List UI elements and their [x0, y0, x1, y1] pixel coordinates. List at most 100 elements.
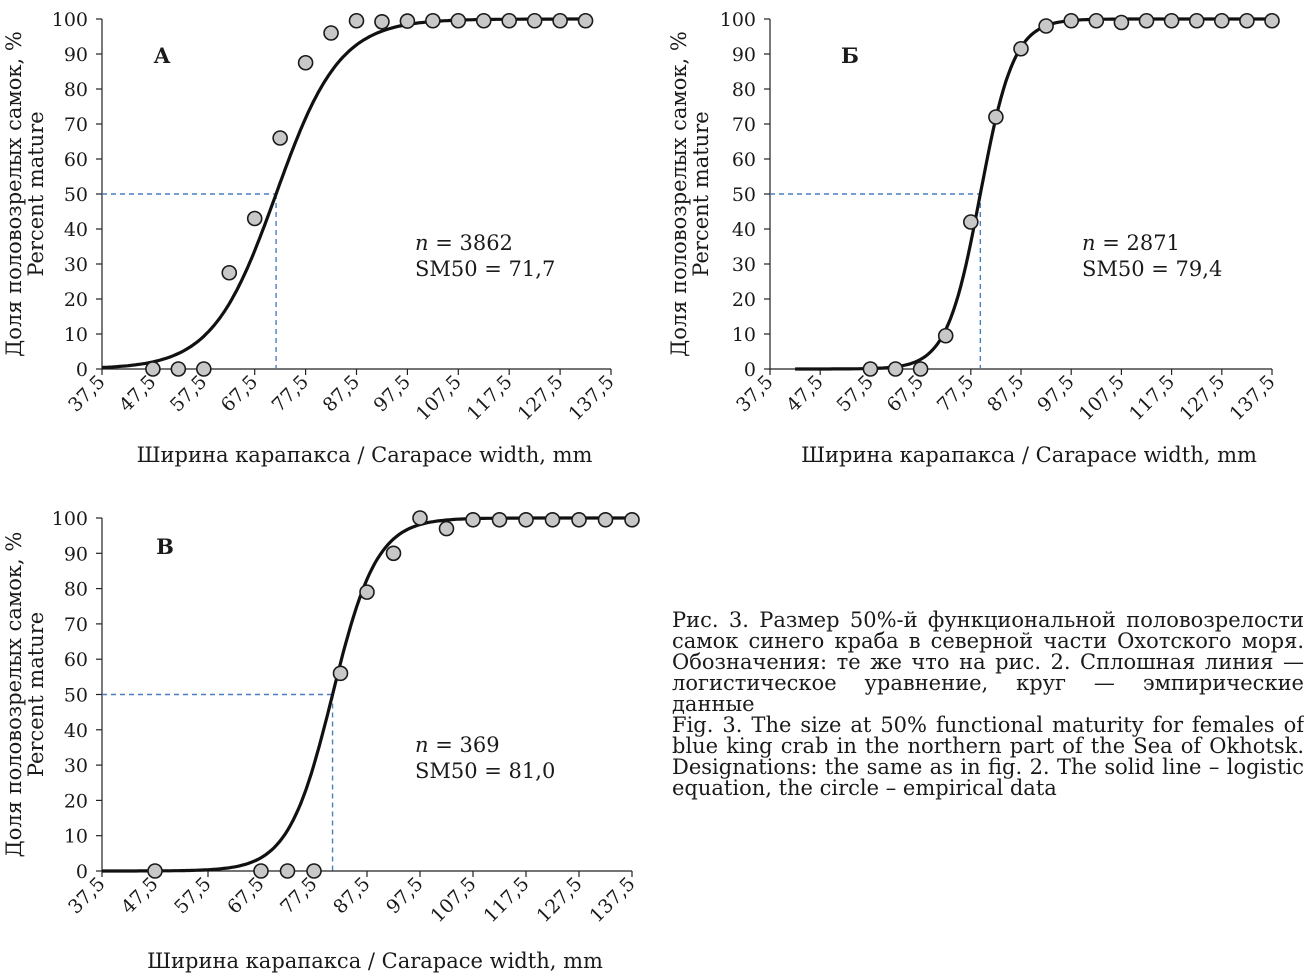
- panel-label: В: [156, 534, 174, 559]
- sm50-label: SM50 = 79,4: [1082, 257, 1222, 281]
- y-axis-label-en: Percent mature: [24, 111, 48, 276]
- sample-size-label: n = 3862: [415, 231, 513, 255]
- panel-label: Б: [841, 43, 859, 68]
- caption-ru: Рис. 3. Размер 50%-й функциональной поло…: [672, 608, 1304, 716]
- x-axis-label: Ширина карапакса / Carapace width, mm: [801, 443, 1257, 467]
- y-axis-label-ru: Доля половозрелых самок, %: [2, 31, 26, 357]
- x-tick-label: 87,5: [319, 371, 364, 416]
- y-tick-label: 30: [64, 254, 88, 276]
- data-point: [253, 863, 269, 879]
- data-point: [526, 12, 543, 29]
- data-point: [1038, 18, 1054, 34]
- data-point: [1214, 12, 1230, 29]
- panel-label: А: [153, 43, 170, 68]
- data-point: [962, 214, 979, 230]
- y-tick-label: 100: [52, 9, 88, 31]
- y-tick-label: 50: [64, 184, 88, 206]
- chart-panel-1: 0 10 20 30 40 50 60 70 80 90 100 37,5 47,5 57,5 67,5 77…: [2, 9, 619, 467]
- y-axis-label-ru: Доля половозрелых самок, %: [667, 31, 691, 357]
- y-tick-label: 80: [64, 79, 88, 101]
- data-point: [450, 12, 467, 29]
- data-point: [988, 109, 1004, 125]
- data-point: [374, 13, 390, 30]
- data-point: [937, 327, 954, 344]
- data-point: [1063, 12, 1079, 29]
- data-point: [385, 545, 402, 562]
- data-point: [399, 13, 416, 29]
- y-tick-label: 70: [64, 614, 88, 636]
- x-tick-label: 137,5: [565, 371, 619, 425]
- x-tick-label: 67,5: [883, 371, 928, 416]
- caption-en: Fig. 3. The size at 50% functional matur…: [672, 713, 1304, 800]
- x-tick-label: 77,5: [268, 371, 313, 416]
- y-tick-label: 80: [732, 79, 756, 101]
- x-tick-label: 77,5: [276, 873, 321, 918]
- data-point: [221, 264, 238, 281]
- data-point: [571, 511, 587, 528]
- x-tick-label: 47,5: [782, 371, 827, 416]
- sample-size-label: n = 369: [415, 733, 500, 757]
- x-tick-label: 37,5: [64, 371, 109, 416]
- data-point: [1163, 12, 1180, 29]
- sm50-label: SM50 = 71,7: [415, 257, 555, 281]
- logistic-curve: [102, 516, 632, 873]
- y-tick-label: 20: [64, 790, 88, 812]
- x-tick-label: 37,5: [732, 371, 777, 416]
- y-tick-label: 70: [64, 114, 88, 136]
- data-point: [145, 361, 161, 377]
- y-tick-label: 10: [64, 324, 88, 346]
- x-tick-label: 137,5: [586, 873, 640, 927]
- data-point: [518, 511, 534, 528]
- x-tick-label: 47,5: [117, 873, 162, 918]
- chart-panel-2: 0 10 20 30 40 50 60 70 80 90 100 37,5 47,5 57,5 67,5 77…: [667, 9, 1280, 467]
- data-point: [1013, 40, 1029, 57]
- x-tick-label: 47,5: [115, 371, 160, 416]
- data-point: [348, 12, 365, 29]
- x-tick-label: 117,5: [463, 371, 517, 425]
- data-point: [501, 12, 518, 29]
- data-point: [887, 361, 904, 377]
- y-tick-label: 90: [64, 44, 88, 66]
- data-point: [1188, 12, 1205, 29]
- y-tick-label: 90: [64, 543, 88, 565]
- data-point: [425, 12, 441, 29]
- x-tick-label: 97,5: [369, 371, 414, 416]
- data-point: [465, 511, 481, 528]
- y-tick-label: 50: [64, 685, 88, 707]
- y-tick-label: 60: [64, 149, 88, 171]
- y-tick-label: 80: [64, 579, 88, 601]
- y-axis-label-ru: Доля половозрелых самок, %: [2, 532, 26, 858]
- x-tick-label: 67,5: [217, 371, 262, 416]
- x-tick-label: 107,5: [427, 873, 481, 927]
- x-tick-label: 127,5: [514, 371, 568, 425]
- x-tick-label: 57,5: [832, 371, 877, 416]
- x-tick-label: 87,5: [329, 873, 374, 918]
- y-tick-label: 20: [732, 289, 756, 311]
- x-axis-label: Ширина карапакса / Carapace width, mm: [137, 443, 593, 467]
- data-point: [297, 54, 314, 71]
- y-axis-label-en: Percent mature: [24, 612, 48, 777]
- x-tick-label: 97,5: [1033, 371, 1078, 416]
- y-tick-label: 30: [64, 755, 88, 777]
- data-point: [544, 511, 561, 528]
- data-point: [332, 665, 349, 682]
- x-tick-label: 87,5: [983, 371, 1028, 416]
- data-point: [1088, 12, 1105, 29]
- sm50-label: SM50 = 81,0: [415, 759, 555, 783]
- figure-caption: Рис. 3. Размер 50%-й функциональной поло…: [672, 610, 1304, 799]
- y-tick-label: 10: [64, 826, 88, 848]
- x-tick-label: 107,5: [412, 371, 466, 425]
- x-tick-label: 127,5: [533, 873, 587, 927]
- y-tick-label: 50: [732, 184, 756, 206]
- data-point: [1264, 12, 1280, 29]
- data-point: [279, 863, 296, 879]
- x-tick-label: 117,5: [1125, 371, 1179, 425]
- data-point: [323, 25, 339, 41]
- x-tick-label: 67,5: [223, 873, 268, 918]
- x-axis-label: Ширина карапакса / Carapace width, mm: [147, 949, 603, 973]
- data-point: [1113, 14, 1130, 31]
- logistic-curve: [101, 17, 586, 370]
- x-tick-label: 107,5: [1075, 371, 1129, 425]
- data-point: [475, 12, 492, 29]
